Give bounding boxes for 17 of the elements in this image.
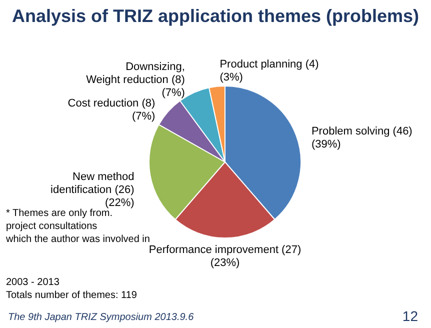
text: (7%): [132, 110, 156, 123]
slice-label: Problem solving (46): [311, 125, 412, 138]
slice-label: Product planning (4): [220, 58, 319, 70]
slice-label: Downsizing, Weight reduction (8): [86, 61, 185, 86]
text: 12: [402, 308, 418, 324]
slice-label: New method identification (26): [50, 171, 134, 196]
text: (22%): [104, 197, 134, 210]
text: (7%): [162, 87, 185, 100]
text: The 9th Japan TRIZ Symposium 2013.9.6: [8, 312, 194, 323]
text: 2003 - 2013 Totals number of themes: 119: [6, 277, 138, 301]
slice-label: Cost reduction (8): [68, 98, 156, 110]
text: (23%): [210, 257, 240, 269]
chart-title: Analysis of TRIZ application themes (problems): [12, 6, 420, 26]
text: (3%): [220, 71, 243, 84]
text: (39%): [311, 138, 341, 150]
text: * Themes are only from. project consultations which the author was involved in: [5, 208, 150, 245]
slice-label: Performance improvement (27): [148, 244, 302, 256]
